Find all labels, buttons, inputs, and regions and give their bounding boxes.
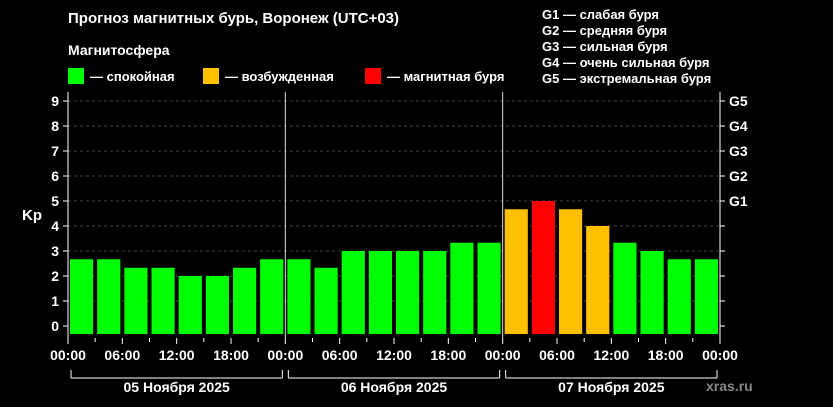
legend-swatch-quiet [68,68,84,84]
legend-label-quiet: — спокойная [90,68,175,84]
x-tick-label: 12:00 [593,347,629,363]
kp-bar [586,226,610,334]
legend-label-active: — возбужденная [225,68,334,84]
kp-bar [613,242,637,334]
kp-bar [97,259,121,334]
storm-scale-g3: G3 — сильная буря [542,39,668,54]
x-tick-label: 06:00 [104,347,140,363]
storm-level-label: G5 [729,93,748,109]
storm-scale-g1: G1 — слабая буря [542,7,660,22]
y-tick-label: 1 [51,293,59,309]
y-axis-label: Kp [22,207,42,224]
kp-bar [124,267,148,334]
day-label: 05 Ноября 2025 [124,379,231,395]
kp-bar [260,259,284,334]
kp-bar [694,259,718,334]
kp-bar [667,259,691,334]
legend-swatch-active [203,68,219,84]
x-tick-label: 12:00 [159,347,195,363]
x-tick-label: 00:00 [702,347,738,363]
legend-swatch-storm [365,68,381,84]
x-tick-label: 18:00 [430,347,466,363]
storm-level-label: G1 [729,193,748,209]
kp-bar [640,251,664,334]
kp-bar [205,276,229,334]
kp-bar [477,242,501,334]
y-tick-label: 0 [51,318,59,334]
kp-bar [233,267,257,334]
y-tick-label: 7 [51,143,59,159]
y-tick-label: 5 [51,193,59,209]
legend-item-quiet: — спокойная [68,66,175,86]
watermark: xras.ru [706,378,753,394]
storm-scale-g4: G4 — очень сильная буря [542,55,710,70]
kp-bar [531,201,555,334]
kp-bar [151,267,175,334]
x-tick-label: 00:00 [267,347,303,363]
kp-bar [341,251,365,334]
day-label: 07 Ноября 2025 [558,379,665,395]
legend-item-active: — возбужденная [203,66,334,86]
x-tick-label: 06:00 [322,347,358,363]
kp-bar [314,267,338,334]
y-tick-label: 8 [51,118,59,134]
kp-bar [178,276,202,334]
kp-bar [423,251,447,334]
kp-bar [504,209,528,334]
legend-label-storm: — магнитная буря [387,68,505,84]
kp-bar [559,209,583,334]
storm-level-label: G2 [729,168,748,184]
day-label: 06 Ноября 2025 [341,379,448,395]
legend-item-storm: — магнитная буря [365,66,504,86]
x-tick-label: 00:00 [50,347,86,363]
x-tick-label: 06:00 [539,347,575,363]
kp-bar [396,251,420,334]
storm-scale-legend: G1 — слабая буря G2 — средняя буря G3 — … [542,7,711,87]
kp-bar [450,242,474,334]
storm-level-label: G3 [729,143,748,159]
legend-title: Магнитосфера [68,42,170,58]
kp-bar [70,259,94,334]
y-tick-label: 6 [51,168,59,184]
x-tick-label: 12:00 [376,347,412,363]
y-tick-label: 9 [51,93,59,109]
y-tick-label: 4 [51,218,59,234]
kp-bar [287,259,311,334]
x-tick-label: 18:00 [648,347,684,363]
storm-scale-g5: G5 — экстремальная буря [542,71,712,86]
y-tick-label: 3 [51,243,59,259]
kp-bar [368,251,392,334]
x-tick-label: 18:00 [213,347,249,363]
y-tick-label: 2 [51,268,59,284]
x-tick-label: 00:00 [485,347,521,363]
chart-title: Прогноз магнитных бурь, Воронеж (UTC+03) [68,10,400,27]
storm-level-label: G4 [729,118,748,134]
storm-scale-g2: G2 — средняя буря [542,23,668,38]
